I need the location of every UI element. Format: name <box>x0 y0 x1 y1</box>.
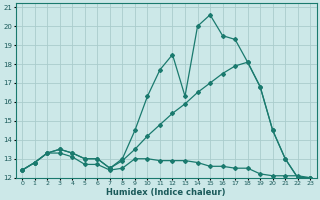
X-axis label: Humidex (Indice chaleur): Humidex (Indice chaleur) <box>107 188 226 197</box>
